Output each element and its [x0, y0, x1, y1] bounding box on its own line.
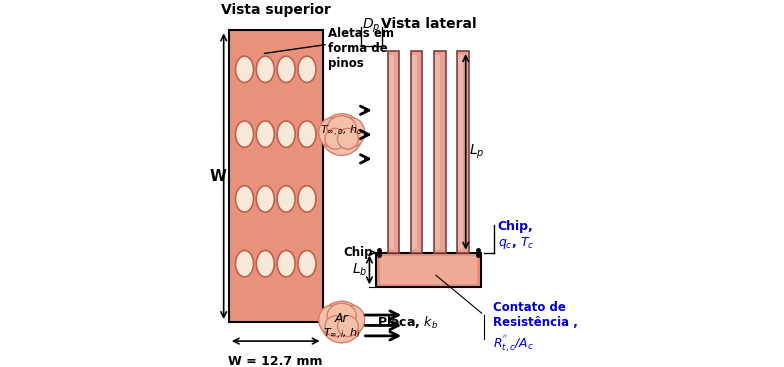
Text: Vista superior: Vista superior [221, 3, 331, 17]
Ellipse shape [321, 301, 362, 343]
Ellipse shape [256, 251, 274, 277]
FancyBboxPatch shape [434, 51, 445, 252]
FancyBboxPatch shape [435, 55, 440, 249]
Ellipse shape [235, 121, 253, 147]
Ellipse shape [298, 251, 316, 277]
Ellipse shape [337, 128, 358, 149]
Ellipse shape [339, 118, 365, 147]
Text: Vista lateral: Vista lateral [380, 17, 476, 30]
Text: W = 12.7 mm: W = 12.7 mm [228, 355, 323, 367]
Ellipse shape [256, 56, 274, 83]
FancyBboxPatch shape [229, 30, 322, 322]
Ellipse shape [235, 186, 253, 212]
Ellipse shape [319, 305, 343, 334]
Text: $T_{\infty,o}$, $h_o$: $T_{\infty,o}$, $h_o$ [320, 124, 363, 139]
Ellipse shape [256, 121, 274, 147]
Text: $D_p$: $D_p$ [362, 17, 381, 35]
Ellipse shape [277, 56, 295, 83]
Text: $L_b$: $L_b$ [352, 262, 368, 278]
Ellipse shape [321, 114, 362, 155]
FancyBboxPatch shape [380, 256, 477, 284]
Text: $L_p$: $L_p$ [469, 143, 485, 161]
Ellipse shape [325, 128, 346, 149]
Ellipse shape [325, 316, 346, 337]
FancyBboxPatch shape [390, 55, 394, 249]
FancyBboxPatch shape [412, 51, 423, 252]
Ellipse shape [339, 305, 365, 334]
Ellipse shape [235, 251, 253, 277]
FancyBboxPatch shape [388, 51, 399, 252]
Ellipse shape [235, 56, 253, 83]
Text: $T_{\infty,i}$, $h_i$: $T_{\infty,i}$, $h_i$ [323, 327, 361, 342]
Text: Aletas em
forma de
pinos: Aletas em forma de pinos [328, 27, 394, 70]
Text: Placa, $k_b$: Placa, $k_b$ [377, 315, 438, 331]
Ellipse shape [298, 186, 316, 212]
Ellipse shape [256, 186, 274, 212]
Ellipse shape [298, 121, 316, 147]
Ellipse shape [337, 316, 358, 337]
Ellipse shape [298, 56, 316, 83]
Ellipse shape [277, 121, 295, 147]
Ellipse shape [277, 186, 295, 212]
Text: Contato de
Resistência ,: Contato de Resistência , [492, 301, 578, 329]
Ellipse shape [319, 118, 343, 147]
Ellipse shape [327, 303, 356, 328]
FancyBboxPatch shape [459, 55, 463, 249]
Text: Chip,
$q_c$, $T_c$: Chip, $q_c$, $T_c$ [498, 219, 535, 251]
FancyBboxPatch shape [412, 55, 417, 249]
Text: Ar: Ar [335, 312, 349, 325]
FancyBboxPatch shape [376, 252, 481, 287]
Text: Chip: Chip [343, 246, 376, 259]
FancyBboxPatch shape [457, 51, 469, 252]
Text: W: W [209, 169, 227, 184]
Ellipse shape [277, 251, 295, 277]
Text: $R_{t,c}^{''}$/$A_c$: $R_{t,c}^{''}$/$A_c$ [492, 334, 534, 355]
Ellipse shape [327, 116, 356, 141]
